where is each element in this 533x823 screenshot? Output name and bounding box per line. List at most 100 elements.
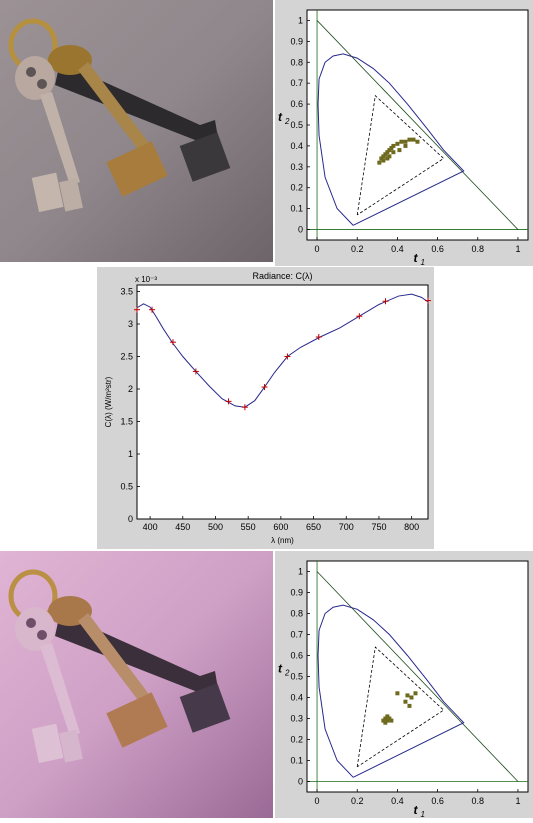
data-point: [379, 156, 384, 161]
x-tick-label: 800: [404, 522, 419, 532]
y-axis-label-subscript: 2: [284, 117, 290, 126]
data-point: [389, 718, 394, 723]
radiance-plot: Radiance: C(λ) x 10⁻³ 400 450 500 550 600 650 70…: [97, 267, 434, 549]
x-tick-label: 600: [273, 522, 288, 532]
data-point: [407, 703, 412, 708]
radiance-svg: Radiance: C(λ) x 10⁻³ 400 450 500 550 600 650 70…: [97, 267, 434, 549]
x-axis-label: λ (nm): [271, 536, 294, 545]
data-point: [383, 716, 388, 721]
x-tick-label: 0: [315, 796, 320, 806]
data-point: [409, 695, 414, 700]
data-point: [381, 154, 386, 159]
y-tick-label: 3: [128, 319, 133, 329]
chromaticity-plot-top: 0 0.2 0.4 0.6 0.8 1 0 0.1 0.2 0.3 0.4 0.5 0.6 0.7 0.8 0…: [275, 0, 533, 267]
data-point: [403, 143, 408, 148]
spectral-locus-curve: [317, 604, 465, 778]
keys-photo-tinted: [0, 551, 273, 818]
y-tick-label: 0.2: [290, 183, 303, 193]
data-point: [383, 152, 388, 157]
y-tick-label: 0.8: [290, 57, 303, 67]
y-tick-label: 0.3: [290, 714, 303, 724]
y-tick-label: 0.3: [290, 162, 303, 172]
x-axis-label: t: [414, 251, 419, 265]
x-tick-label: 750: [371, 522, 386, 532]
y-tick-label: 0: [298, 225, 303, 235]
data-point: [395, 691, 400, 696]
y-tick-label: 0: [298, 777, 303, 787]
y-tick-label: 0.4: [290, 693, 303, 703]
data-point: [385, 714, 390, 719]
data-point: [397, 148, 402, 153]
data-point: [385, 156, 390, 161]
x-tick-label: 1: [515, 796, 520, 806]
y-tick-label: 0.1: [290, 756, 303, 766]
data-point: [399, 139, 404, 144]
y-tick-label: 0.4: [290, 141, 303, 151]
data-point: [377, 160, 382, 165]
x-tick-label: 0.6: [431, 244, 444, 254]
y-tick-label: 2.5: [120, 352, 133, 362]
chromaticity-svg-top: 0 0.2 0.4 0.6 0.8 1 0 0.1 0.2 0.3 0.4 0.5 0.6 0.7 0.8 0…: [275, 0, 533, 267]
gamut-triangle: [356, 646, 445, 768]
x-axis-label-subscript: 1: [421, 810, 425, 818]
y-tick-label: 0.9: [290, 588, 303, 598]
y-axis-label: C(λ) (W/m²str): [104, 376, 113, 427]
y-axis-label: t: [278, 662, 283, 676]
y-exponent-label: x 10⁻³: [135, 275, 157, 284]
x-axis-label-subscript: 1: [421, 258, 425, 266]
y-tick-label: 1.5: [120, 417, 133, 427]
chromaticity-svg-bottom: 0 0.2 0.4 0.6 0.8 1 0 0.1 0.2 0.3 0.4 0.5 0.6 0.7 0.8 0…: [275, 551, 533, 819]
data-point: [391, 143, 396, 148]
x-tick-label: 0.8: [472, 244, 485, 254]
x-tick-label: 1: [515, 244, 520, 254]
data-point: [387, 154, 392, 159]
data-point: [407, 137, 412, 142]
y-tick-label: 0.8: [290, 609, 303, 619]
data-point: [381, 718, 386, 723]
radiance-curve: [136, 293, 429, 408]
y-tick-label: 2: [128, 384, 133, 394]
x-tick-label: 0: [315, 244, 320, 254]
y-tick-label: 3.5: [120, 287, 133, 297]
data-point: [403, 139, 408, 144]
y-axis-label-subscript: 2: [284, 669, 290, 678]
y-tick-label: 1: [128, 449, 133, 459]
x-tick-label: 550: [241, 522, 256, 532]
data-point: [385, 150, 390, 155]
data-point: [403, 699, 408, 704]
x-tick-label: 0.8: [472, 796, 485, 806]
y-axis-label: t: [278, 110, 283, 124]
x-axis-label: t: [414, 803, 419, 817]
y-tick-label: 0.2: [290, 735, 303, 745]
y-tick-label: 0.6: [290, 651, 303, 661]
diagonal-line: [316, 571, 519, 782]
y-tick-label: 1: [298, 15, 303, 25]
data-point: [383, 720, 388, 725]
data-point: [389, 146, 394, 150]
y-tick-label: 0.7: [290, 630, 303, 640]
diagonal-line: [316, 20, 519, 230]
y-tick-label: 0.6: [290, 99, 303, 109]
gamut-triangle: [356, 94, 445, 216]
y-tick-label: 0.1: [290, 204, 303, 214]
x-tick-label: 500: [208, 522, 223, 532]
data-point: [405, 693, 410, 698]
spectral-locus-curve: [317, 53, 465, 226]
y-tick-label: 0.5: [290, 672, 303, 682]
y-tick-label: 0.9: [290, 36, 303, 46]
x-tick-label: 0.2: [351, 244, 364, 254]
data-point: [415, 139, 420, 144]
data-point: [391, 150, 396, 155]
data-point: [387, 716, 392, 721]
y-tick-label: 0.5: [290, 120, 303, 130]
y-tick-label: 0: [128, 514, 133, 524]
x-tick-label: 650: [306, 522, 321, 532]
data-point: [411, 137, 416, 142]
x-tick-label: 450: [175, 522, 190, 532]
y-tick-label: 0.7: [290, 78, 303, 88]
chromaticity-plot-bottom: 0 0.2 0.4 0.6 0.8 1 0 0.1 0.2 0.3 0.4 0.5 0.6 0.7 0.8 0…: [275, 551, 533, 819]
x-tick-label: 0.4: [391, 796, 404, 806]
y-tick-label: 0.5: [120, 482, 133, 492]
data-point: [381, 158, 386, 163]
plot-area: [136, 284, 429, 520]
